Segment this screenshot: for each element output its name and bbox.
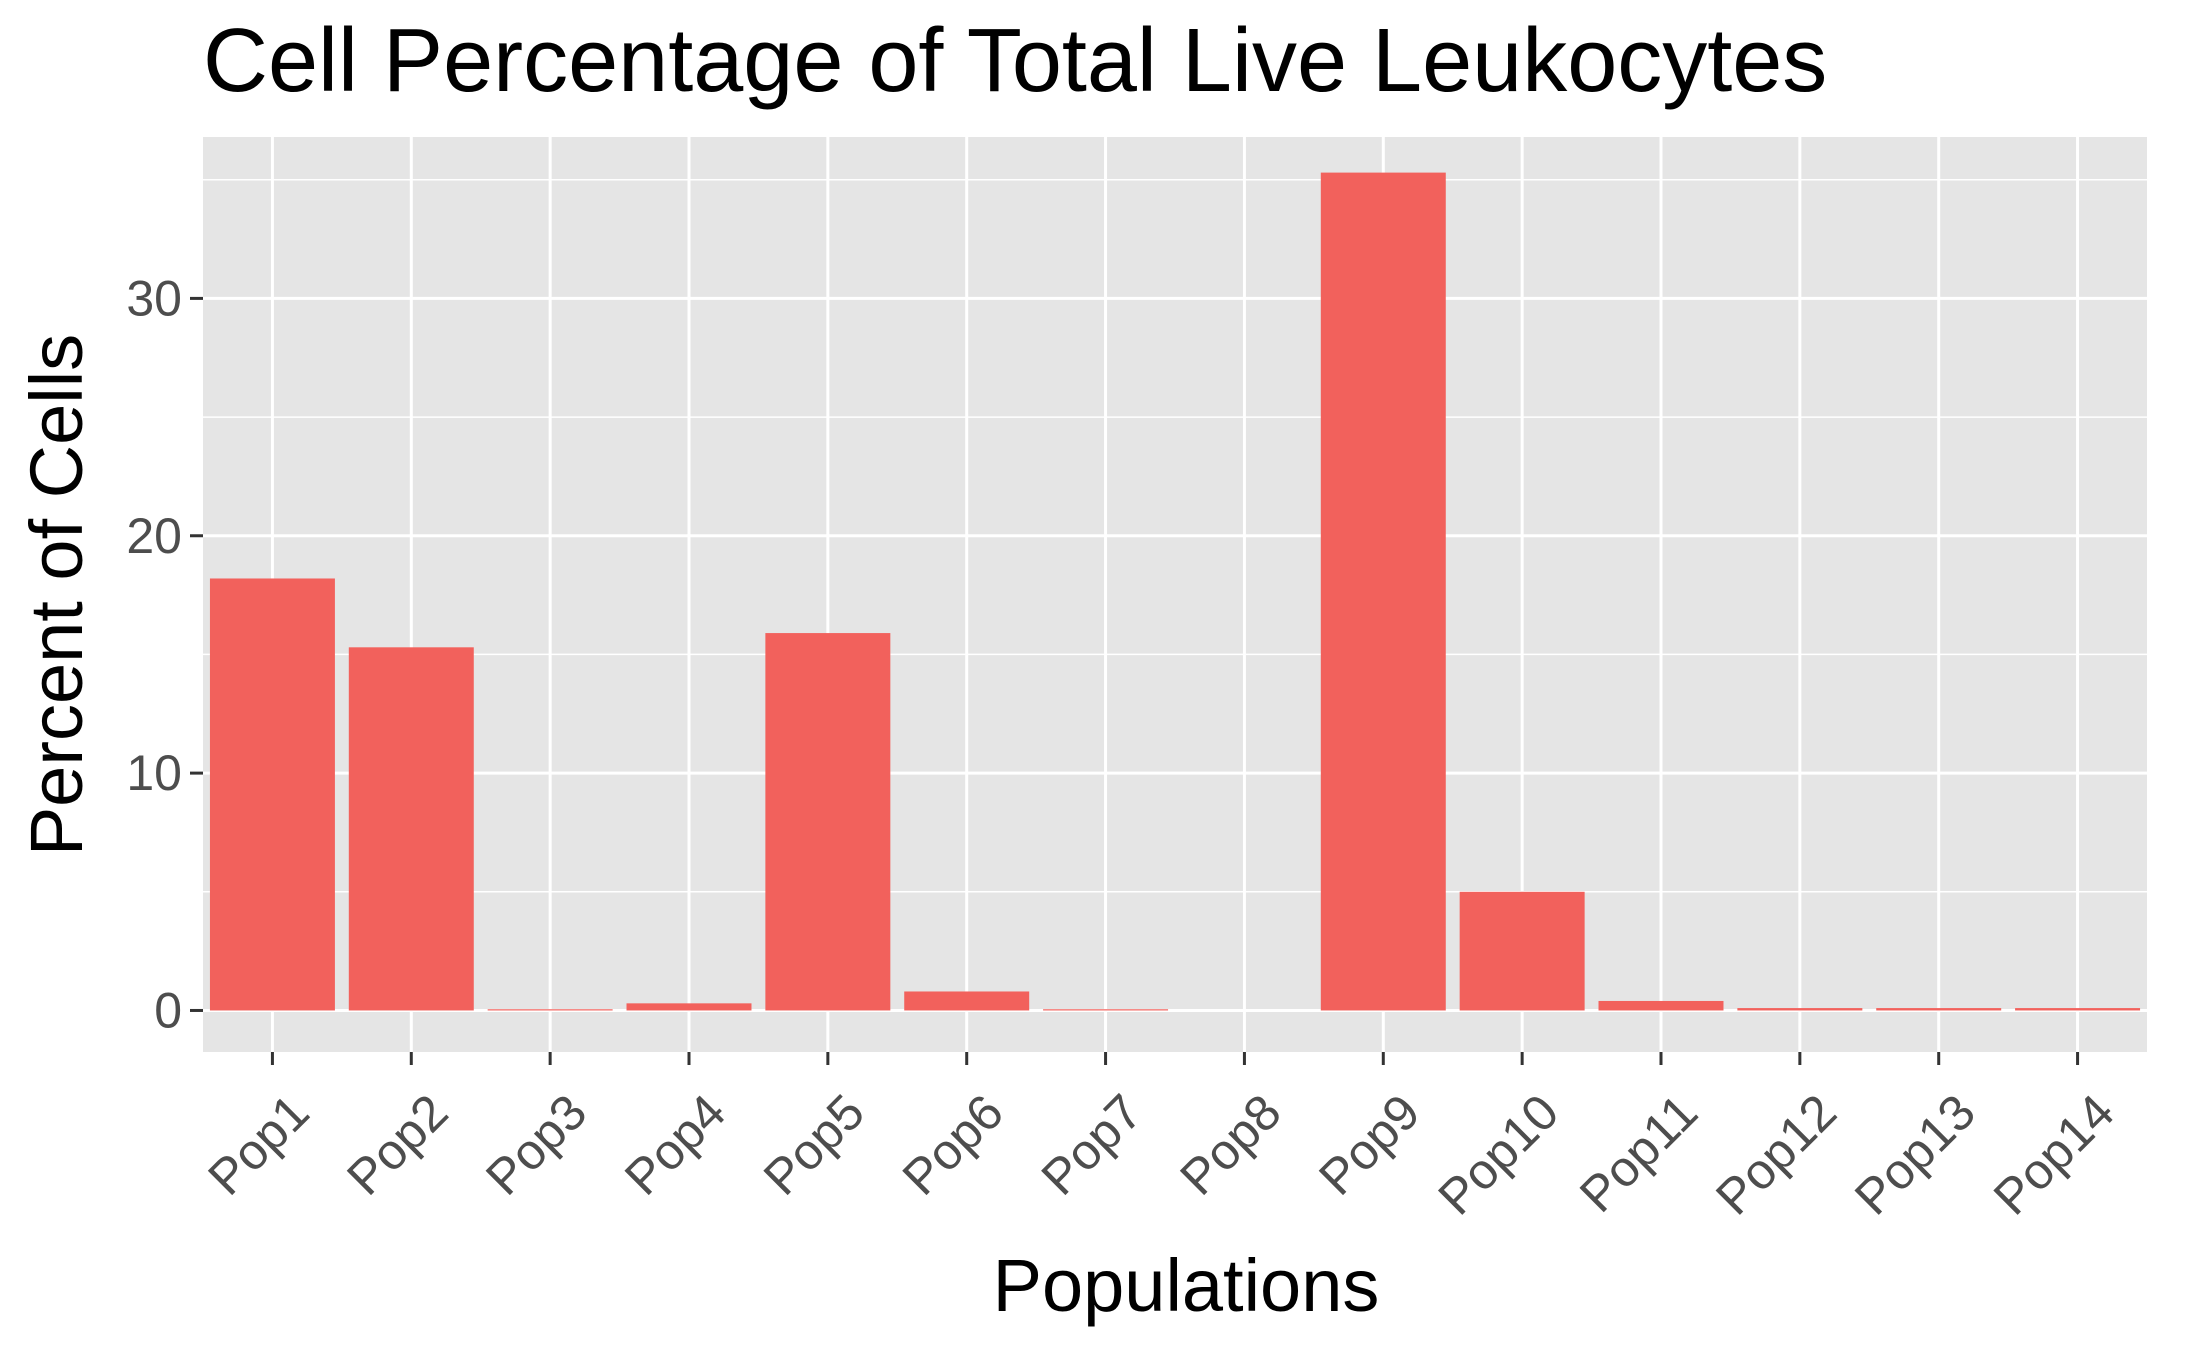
y-tick-label: 20 <box>126 508 182 564</box>
bar <box>348 647 474 1011</box>
x-tick-label: Pop7 <box>1031 1084 1153 1206</box>
minor-gridlines <box>203 178 2147 893</box>
x-tick-label: Pop1 <box>197 1084 319 1206</box>
x-tick-label: Pop10 <box>1428 1084 1570 1226</box>
bar <box>626 1003 752 1011</box>
bar <box>1459 891 1585 1011</box>
bar <box>1320 172 1446 1011</box>
x-tick-label: Pop14 <box>1983 1084 2125 1226</box>
x-tick-label: Pop11 <box>1569 1084 1708 1223</box>
chart-title: Cell Percentage of Total Live Leukocytes <box>203 11 1827 111</box>
x-tick-label: Pop9 <box>1308 1084 1430 1206</box>
bar <box>209 578 335 1011</box>
bar <box>487 1009 613 1011</box>
x-tick-label: Pop4 <box>614 1084 736 1206</box>
x-axis-title: Populations <box>993 1244 1380 1327</box>
bar <box>1876 1008 2002 1011</box>
x-tick-label: Pop6 <box>892 1084 1014 1206</box>
bars <box>209 172 2141 1011</box>
y-tick-label: 10 <box>126 745 182 801</box>
bar <box>904 991 1030 1011</box>
x-tick-label: Pop12 <box>1705 1084 1847 1226</box>
y-axis-title: Percent of Cells <box>15 334 98 856</box>
x-tick-label: Pop5 <box>753 1084 875 1206</box>
x-tick-label: Pop2 <box>336 1084 458 1206</box>
plot-panel <box>203 137 2147 1052</box>
x-tick-label: Pop13 <box>1844 1084 1986 1226</box>
y-axis: 0 10 20 30 <box>126 270 203 1038</box>
x-axis: Pop1 Pop2 Pop3 Pop4 Pop5 Pop6 Pop7 Pop8 Pop9Pop1… <box>197 1052 2125 1226</box>
bar <box>1043 1009 1169 1011</box>
bar <box>2015 1008 2141 1011</box>
y-tick-label: 0 <box>154 982 182 1038</box>
major-gridlines <box>203 137 2147 1052</box>
bar <box>1737 1008 1863 1011</box>
x-tick-label: Pop8 <box>1169 1084 1291 1206</box>
bar <box>765 633 891 1011</box>
x-tick-label: Pop3 <box>475 1084 597 1206</box>
y-tick-label: 30 <box>126 270 182 326</box>
bar <box>1598 1000 1724 1011</box>
